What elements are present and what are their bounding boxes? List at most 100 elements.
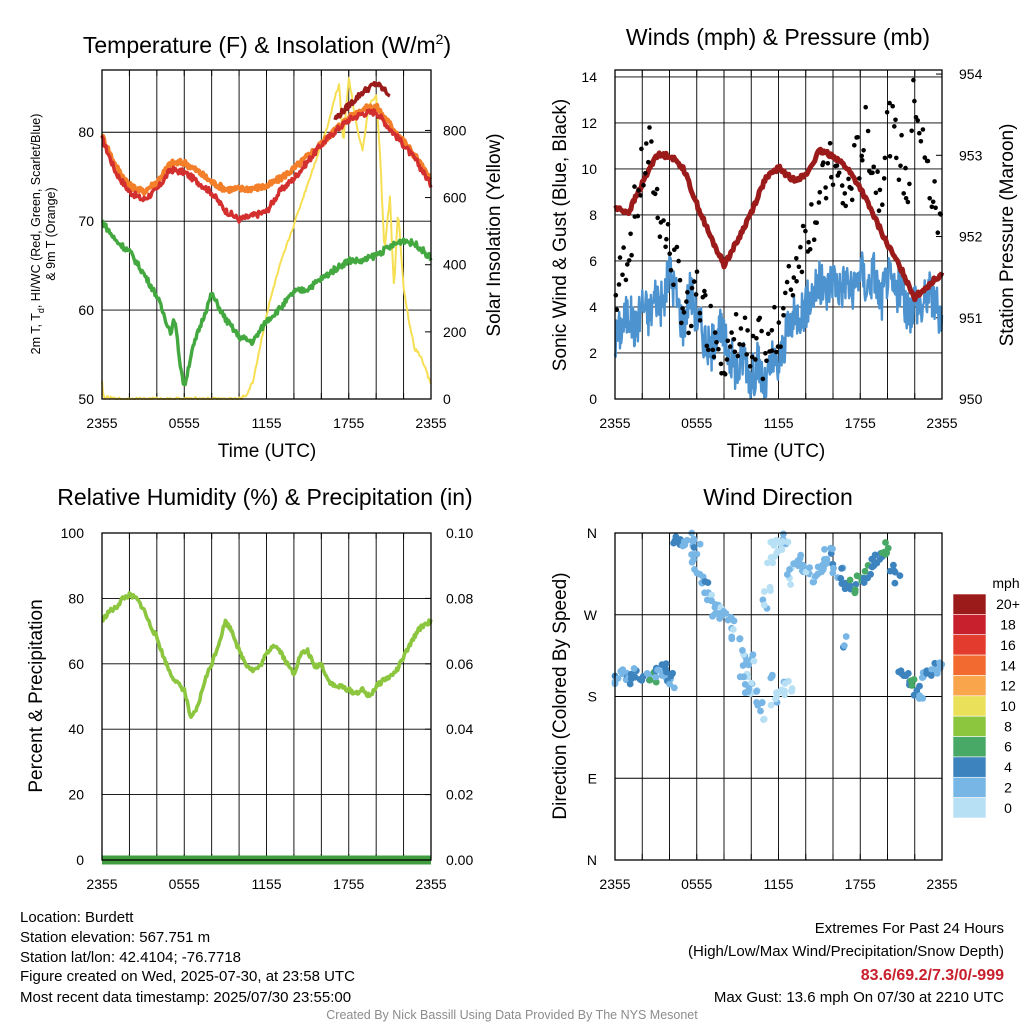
direction-point (722, 610, 730, 617)
direction-point (882, 539, 889, 546)
y-tick-label: 80 (68, 590, 84, 606)
colorbar-swatch (952, 715, 987, 737)
direction-point (670, 684, 678, 692)
y-tick-label: 50 (78, 391, 94, 407)
gust-point (855, 135, 860, 140)
colorbar-label: 8 (1004, 718, 1012, 734)
gust-point (621, 245, 626, 250)
gust-point (677, 277, 683, 283)
extremes-title: Extremes For Past 24 Hours (815, 920, 1004, 937)
direction-point (915, 695, 923, 702)
x-tick-label: 0555 (681, 876, 712, 892)
gust-point (654, 186, 660, 192)
gust-point (849, 197, 855, 203)
extremes-info: Extremes For Past 24 Hours (High/Low/Max… (688, 920, 1004, 1006)
colorbar-swatch (952, 695, 987, 717)
gust-point (811, 237, 817, 242)
direction-point (812, 573, 819, 580)
gust-point (657, 234, 663, 239)
x-tick-label: 0555 (169, 876, 200, 892)
gust-point (827, 141, 833, 146)
gust-point (840, 200, 846, 206)
direction-point (860, 579, 868, 586)
gust-point (918, 139, 924, 144)
direction-point (626, 680, 634, 688)
series-line-2m-td (100, 219, 433, 387)
gust-point (870, 170, 875, 176)
direction-point (827, 544, 835, 552)
plot-frame (614, 532, 943, 861)
y-tick-label: 8 (589, 207, 597, 223)
gust-point (917, 130, 922, 136)
gust-point (907, 181, 912, 187)
direction-point (871, 551, 879, 559)
gust-point (742, 315, 748, 321)
gust-point (800, 223, 806, 229)
direction-point (773, 549, 781, 557)
direction-point (867, 570, 874, 578)
gust-point (857, 176, 862, 181)
gust-point (676, 258, 681, 264)
y2-tick-label: 400 (443, 257, 467, 273)
colorbar-swatch (952, 675, 987, 697)
gust-point (757, 315, 763, 321)
gust-point (769, 328, 775, 333)
direction-point (619, 670, 626, 678)
direction-point (730, 617, 738, 625)
gust-point (852, 143, 857, 148)
y-tick-label: 80 (78, 124, 94, 140)
direction-point (772, 695, 779, 703)
gust-point (638, 193, 643, 198)
colorbar-label: 10 (1000, 698, 1016, 714)
gust-point (932, 179, 937, 184)
gust-point (803, 228, 808, 234)
gust-point (708, 303, 713, 309)
direction-point (846, 582, 854, 589)
direction-point (747, 679, 755, 687)
gust-point (911, 77, 916, 83)
direction-point (840, 642, 848, 649)
gust-point (754, 336, 759, 341)
gust-point (898, 163, 903, 169)
gust-point (684, 299, 689, 304)
y-tick-label: 2 (589, 345, 597, 361)
direction-point (796, 554, 804, 562)
plot-frame (101, 532, 432, 861)
direction-point (690, 556, 697, 563)
y-tick-label: S (588, 689, 597, 705)
x-tick-label: 1155 (763, 415, 793, 431)
gust-point (884, 110, 890, 115)
temperature-panel: Temperature (F) & Insolation (W/m2) 2355… (29, 31, 505, 462)
gust-point (887, 154, 893, 159)
y-tick-label: 60 (68, 656, 84, 672)
gust-point (714, 340, 719, 345)
direction-point (913, 687, 921, 694)
gust-point (702, 288, 707, 294)
direction-point (759, 596, 767, 604)
y-tick-label: E (588, 770, 597, 786)
series-line-relative-humidity (101, 591, 433, 719)
gust-point (859, 153, 864, 159)
direction-point (740, 673, 748, 681)
humidity-y-axis-label: Percent & Precipitation (26, 599, 47, 792)
direction-point (761, 588, 768, 595)
direction-point (753, 687, 761, 695)
x-tick-label: 2355 (86, 876, 117, 892)
direction-point (784, 538, 792, 546)
x-tick-label: 2355 (86, 415, 117, 431)
colorbar-swatch (952, 736, 987, 758)
direction-point (806, 564, 813, 571)
gust-point (750, 333, 756, 339)
gust-point (814, 220, 819, 225)
gust-point (652, 191, 658, 197)
direction-point (739, 647, 746, 654)
direction-point (779, 538, 787, 545)
y-tick-label: 40 (68, 721, 84, 737)
gust-point (641, 182, 646, 188)
gust-point (655, 215, 660, 221)
y-tick-label: 60 (78, 302, 94, 318)
direction-point (630, 665, 638, 672)
gust-point (877, 187, 883, 193)
colorbar-swatch (952, 756, 987, 778)
x-tick-label: 0555 (681, 415, 712, 431)
